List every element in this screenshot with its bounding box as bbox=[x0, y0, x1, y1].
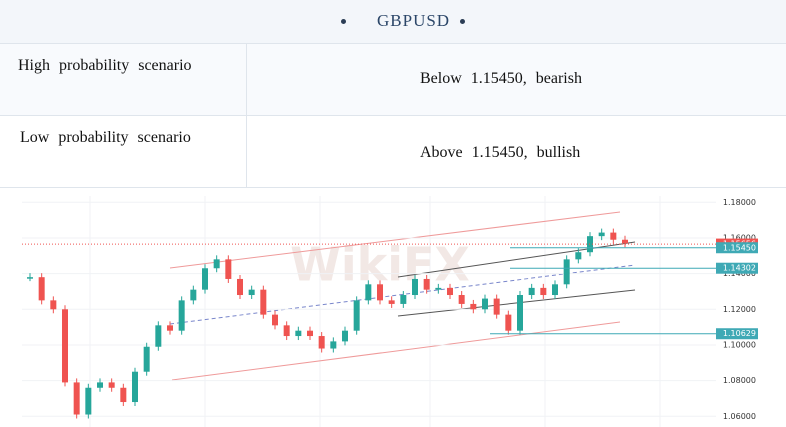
chart-bg bbox=[22, 196, 762, 427]
candle bbox=[27, 277, 33, 279]
candle bbox=[598, 232, 605, 237]
cell: Low probability scenario bbox=[20, 129, 191, 146]
cell: High probability scenario bbox=[18, 57, 192, 74]
candle bbox=[260, 289, 267, 315]
candle bbox=[237, 278, 243, 296]
candle bbox=[225, 259, 232, 279]
candle bbox=[50, 300, 57, 310]
candle bbox=[167, 325, 173, 331]
cell: Above 1.15450, bullish bbox=[420, 144, 581, 161]
chart: WikiFX 1.180001.160001.140001.120001.100… bbox=[22, 196, 762, 427]
candle bbox=[38, 277, 45, 301]
candle bbox=[190, 289, 197, 301]
candle bbox=[85, 387, 92, 415]
price-tag-label: 1.14302 bbox=[723, 264, 756, 273]
price-tag bbox=[716, 328, 758, 340]
candle bbox=[388, 300, 395, 304]
candle bbox=[202, 268, 208, 290]
candle bbox=[108, 382, 115, 388]
candle bbox=[365, 284, 372, 301]
candle bbox=[155, 325, 162, 347]
cell: Below 1.15450, bearish bbox=[420, 70, 582, 87]
header: GBPUSD bbox=[0, 0, 786, 44]
price-tag-label: 1.15450 bbox=[723, 243, 756, 252]
v-grid bbox=[89, 196, 661, 427]
candle bbox=[458, 295, 465, 304]
candle bbox=[400, 295, 407, 304]
candle bbox=[342, 330, 348, 342]
candle bbox=[412, 278, 418, 296]
candle bbox=[505, 314, 512, 331]
candle bbox=[73, 382, 80, 415]
candle bbox=[307, 330, 313, 337]
candle bbox=[540, 287, 547, 296]
candle bbox=[120, 387, 127, 403]
candle bbox=[622, 239, 628, 244]
candle bbox=[353, 300, 360, 331]
candle bbox=[213, 259, 220, 269]
candle bbox=[377, 284, 383, 301]
candle bbox=[132, 371, 138, 403]
candle bbox=[482, 298, 488, 310]
candle bbox=[248, 289, 255, 296]
candle bbox=[470, 303, 477, 310]
price-tag bbox=[716, 242, 758, 254]
candle bbox=[97, 382, 103, 388]
y-tick-label: 1.08000 bbox=[723, 376, 756, 385]
price-tag-label: 1.10629 bbox=[723, 329, 756, 338]
title: GBPUSD bbox=[377, 11, 451, 30]
price-tag bbox=[716, 262, 758, 274]
y-tick-label: 1.18000 bbox=[723, 198, 756, 207]
candle bbox=[563, 259, 570, 285]
candle bbox=[330, 341, 337, 349]
candle bbox=[552, 284, 558, 296]
bullet bbox=[341, 19, 346, 24]
candle bbox=[318, 336, 325, 349]
candle bbox=[178, 300, 185, 331]
candle bbox=[493, 298, 500, 315]
candle bbox=[610, 232, 617, 240]
y-tick-label: 1.12000 bbox=[723, 305, 756, 314]
candle bbox=[143, 346, 150, 372]
candle bbox=[575, 252, 582, 260]
candle bbox=[62, 309, 68, 383]
table-row: High probability scenario Below 1.15450,… bbox=[0, 44, 786, 116]
candle bbox=[423, 278, 430, 290]
candle bbox=[295, 330, 302, 337]
table-row: Low probability scenario Above 1.15450, … bbox=[0, 116, 786, 188]
candle bbox=[283, 325, 290, 337]
channels bbox=[169, 211, 636, 381]
bullet bbox=[460, 19, 465, 24]
candle bbox=[528, 287, 535, 296]
y-tick-label: 1.16000 bbox=[723, 233, 756, 242]
candle bbox=[447, 287, 453, 296]
candle bbox=[435, 287, 442, 290]
y-tick-label: 1.10000 bbox=[723, 340, 756, 349]
y-tick-label: 1.06000 bbox=[723, 412, 756, 421]
candle bbox=[517, 295, 523, 331]
candle bbox=[272, 314, 278, 326]
